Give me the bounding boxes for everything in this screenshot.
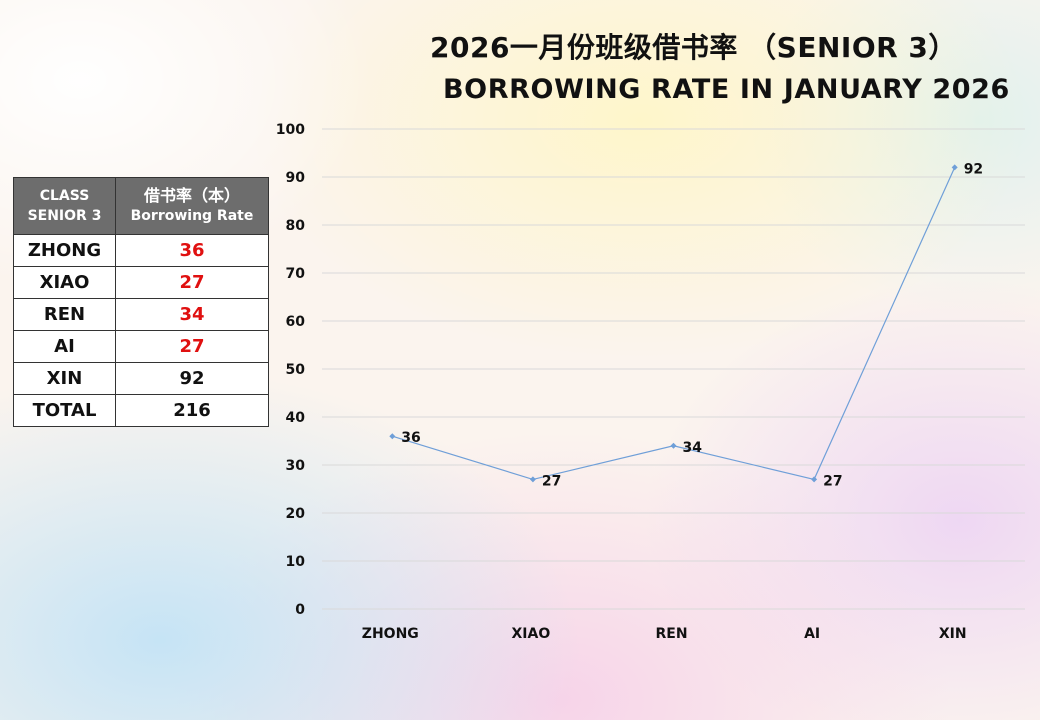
y-tick-label: 60 [286, 314, 306, 330]
data-point [670, 442, 677, 449]
rate-cell: 36 [115, 234, 269, 267]
class-cell: XIAO [13, 266, 116, 299]
data-point [811, 476, 818, 483]
x-tick-label: XIAO [512, 626, 551, 642]
class-cell: REN [13, 298, 116, 331]
y-tick-label: 70 [286, 266, 306, 282]
table-row: XIAO 27 [13, 266, 269, 299]
series-line [392, 167, 956, 481]
chart-title-english: BORROWING RATE IN JANUARY 2026 [443, 74, 1010, 105]
data-label: 92 [964, 161, 983, 177]
chart-title-chinese: 2026一月份班级借书率 （SENIOR 3） [430, 31, 957, 64]
table-row: XIN 92 [13, 362, 269, 395]
x-tick-label: XIN [939, 626, 967, 642]
data-point [951, 164, 958, 171]
y-tick-label: 50 [286, 362, 306, 378]
data-label: 36 [401, 430, 420, 446]
class-cell: AI [13, 330, 116, 363]
rate-cell: 27 [115, 330, 269, 363]
y-tick-label: 100 [276, 122, 305, 138]
table-row: ZHONG 36 [13, 234, 269, 267]
header-rate-line1: 借书率（本） [143, 186, 240, 205]
borrowing-rate-table: CLASS SENIOR 3 借书率（本） Borrowing Rate ZHO… [13, 177, 269, 427]
data-point [529, 476, 536, 483]
y-tick-label: 40 [286, 410, 306, 426]
y-tick-label: 30 [286, 458, 306, 474]
header-class-line1: CLASS [39, 188, 90, 204]
header-rate: 借书率（本） Borrowing Rate [115, 177, 269, 235]
table-header-row: CLASS SENIOR 3 借书率（本） Borrowing Rate [13, 177, 269, 235]
table-total-row: TOTAL 216 [13, 394, 269, 427]
table-row: AI 27 [13, 330, 269, 363]
data-label: 27 [823, 473, 842, 489]
data-label: 27 [542, 473, 561, 489]
y-tick-label: 80 [286, 218, 306, 234]
data-point [389, 433, 396, 440]
class-cell: XIN [13, 362, 116, 395]
y-tick-label: 0 [295, 602, 305, 618]
header-class-line2: SENIOR 3 [27, 208, 102, 224]
header-rate-line2: Borrowing Rate [130, 208, 254, 224]
x-tick-label: ZHONG [362, 626, 419, 642]
total-label: TOTAL [13, 394, 116, 427]
class-cell: ZHONG [13, 234, 116, 267]
rate-cell: 92 [115, 362, 269, 395]
y-tick-label: 90 [286, 170, 306, 186]
data-label: 34 [683, 440, 703, 456]
x-tick-label: REN [655, 626, 687, 642]
y-tick-label: 20 [286, 506, 306, 522]
y-tick-label: 10 [286, 554, 306, 570]
total-value: 216 [115, 394, 269, 427]
x-tick-label: AI [804, 626, 820, 642]
